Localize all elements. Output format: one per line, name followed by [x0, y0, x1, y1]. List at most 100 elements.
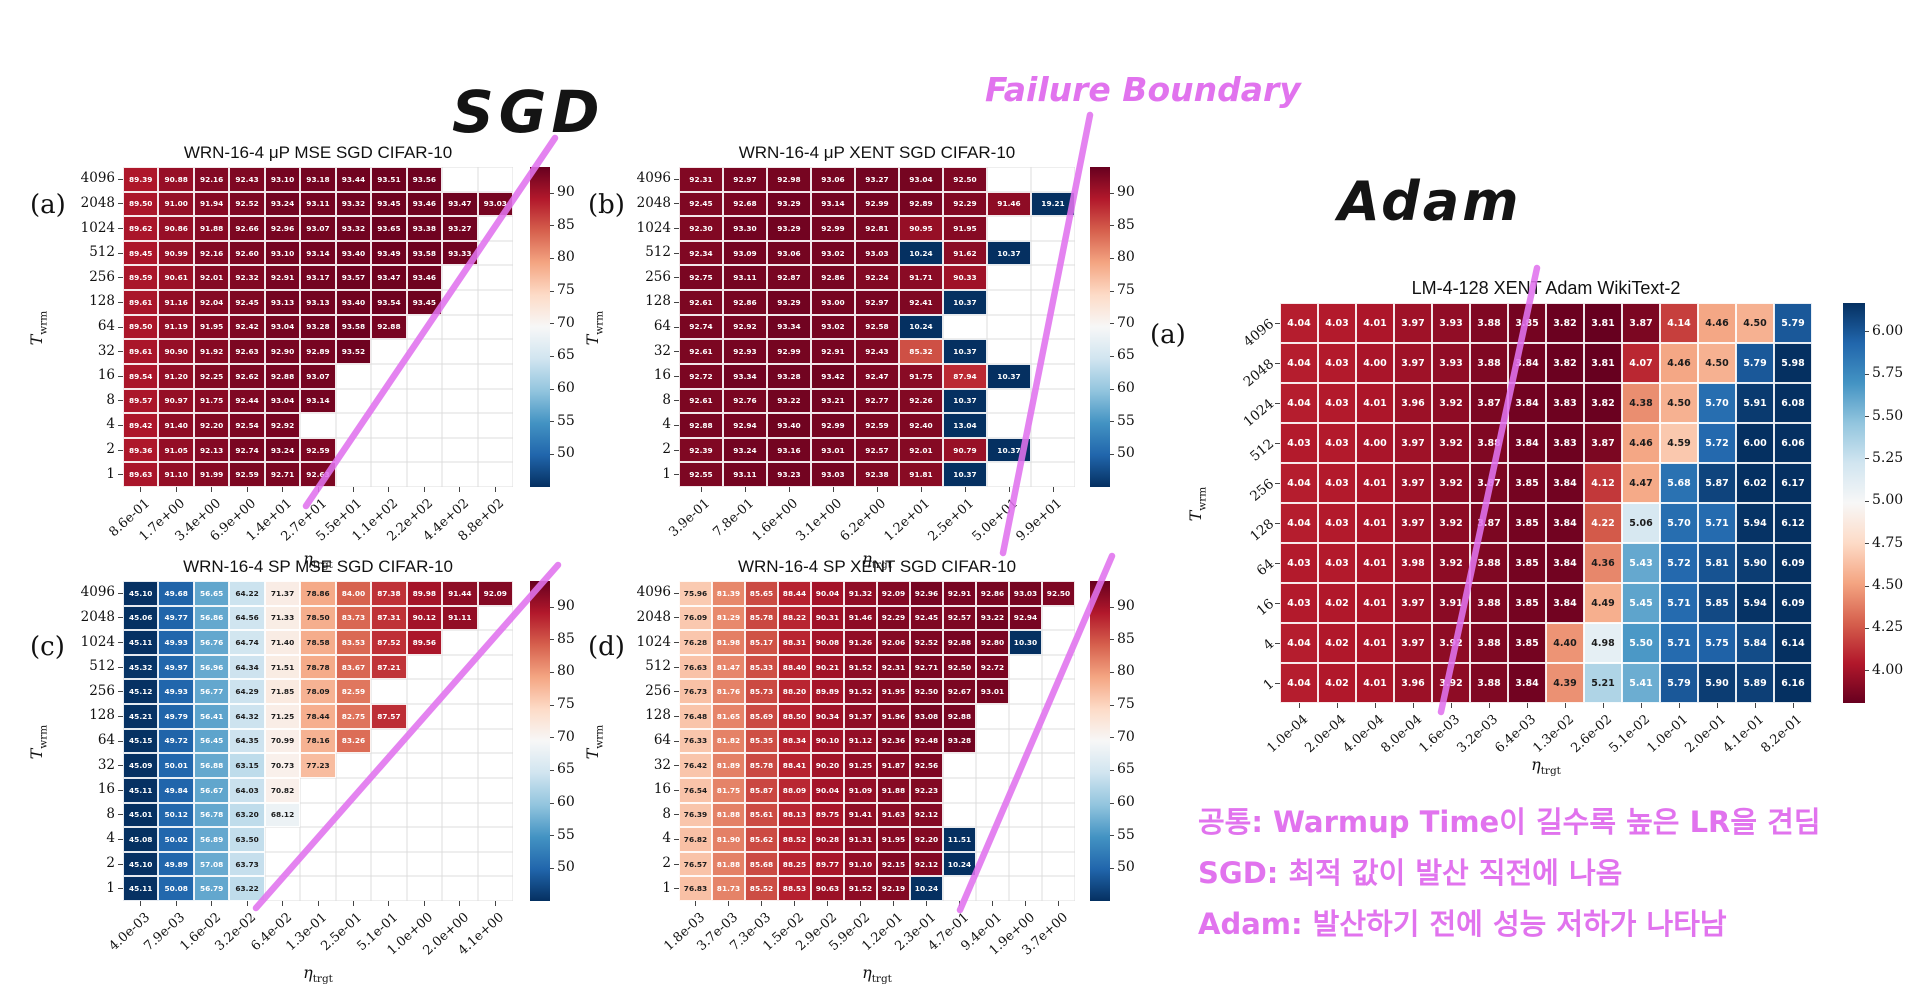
- colorbar-tick-label: 50: [557, 445, 575, 462]
- heatmap-cell: 82.59: [335, 679, 372, 705]
- y-tick-label: 256: [645, 268, 671, 285]
- colorbar-tick-label: 50: [1117, 859, 1135, 876]
- x-tick-mark: [1298, 703, 1300, 708]
- y-tick-label: 1024: [636, 633, 671, 650]
- x-tick-mark: [388, 487, 390, 492]
- heatmap-cell: 6.00: [1736, 423, 1774, 463]
- heatmap-cell: 92.12: [910, 851, 943, 877]
- heatmap-cell: 93.27: [855, 167, 899, 192]
- colorbar-tick-mark: [1110, 704, 1114, 706]
- heatmap-cell: 91.46: [844, 605, 877, 631]
- y-axis-label: Twrm: [583, 311, 605, 346]
- x-tick-mark: [920, 487, 922, 492]
- heatmap-cell: [943, 876, 976, 901]
- heatmap-cell: 3.85: [1508, 463, 1546, 503]
- heatmap-cell: 90.86: [158, 216, 194, 241]
- y-tick-mark: [674, 351, 679, 353]
- colorbar-tick-mark: [550, 802, 554, 804]
- heatmap-cell: [406, 654, 443, 680]
- heatmap-cell: 3.82: [1546, 343, 1584, 383]
- heatmap-cell: 6.09: [1774, 543, 1812, 583]
- heatmap-cell: 93.27: [442, 216, 478, 241]
- colorbar-tick-mark: [1110, 639, 1114, 641]
- colorbar-tick-mark: [550, 225, 554, 227]
- heatmap-cell: 89.59: [123, 265, 159, 291]
- heatmap-cell: 92.26: [899, 388, 943, 414]
- heatmap-cell: 92.59: [300, 437, 336, 463]
- x-tick-mark: [423, 487, 425, 492]
- t-symbol: T: [27, 748, 47, 760]
- y-tick-mark: [1275, 402, 1280, 404]
- heatmap-cell: [1009, 827, 1042, 852]
- heatmap-cell: 92.29: [877, 605, 910, 631]
- panel-adam-title: LM-4-128 XENT Adam WikiText-2: [1411, 278, 1681, 298]
- t-symbol: T: [27, 334, 47, 346]
- heatmap-cell: 87.57: [371, 704, 407, 729]
- heatmap-cell: 81.82: [712, 728, 745, 754]
- heatmap-cell: 4.01: [1356, 583, 1394, 623]
- heatmap-cell: [442, 437, 478, 463]
- y-tick-label: 128: [89, 293, 115, 310]
- colorbar-tick-mark: [550, 192, 554, 194]
- heatmap-cell: 49.68: [158, 581, 194, 606]
- heatmap-cell: 92.74: [679, 314, 723, 340]
- heatmap-cell: 3.87: [1584, 423, 1622, 463]
- heatmap-cell: 92.99: [855, 191, 899, 217]
- y-tick-label: 4: [662, 830, 671, 847]
- heatmap-cell: 93.45: [371, 191, 407, 217]
- heatmap-cell: 92.48: [910, 728, 943, 754]
- heatmap-cell: 56.79: [193, 876, 230, 901]
- heatmap-cell: 89.54: [123, 363, 159, 389]
- colorbar-tick-label: 75: [557, 696, 575, 713]
- heatmap-cell: 70.73: [264, 753, 301, 778]
- heatmap-cell: 90.12: [406, 605, 443, 631]
- heatmap-cell: 92.88: [943, 704, 976, 729]
- heatmap-cell: 5.71: [1660, 583, 1698, 623]
- heatmap-cell: 4.50: [1736, 303, 1774, 343]
- heatmap-cell: 49.84: [158, 777, 194, 803]
- heatmap-cell: [406, 462, 443, 487]
- heatmap-cell: 4.00: [1356, 423, 1394, 463]
- y-tick-mark: [118, 301, 123, 303]
- heatmap-cell: 6.16: [1774, 663, 1812, 703]
- heatmap-cell: 93.40: [335, 240, 372, 266]
- heatmap-cell: [477, 851, 513, 877]
- heatmap-cell: 93.51: [371, 167, 407, 192]
- heatmap-cell: [371, 851, 407, 877]
- heatmap-cell: 93.29: [767, 191, 811, 217]
- heatmap-cell: 3.81: [1584, 343, 1622, 383]
- x-tick-mark: [317, 901, 319, 906]
- heatmap-cell: [1031, 216, 1075, 241]
- colorbar-tick-label: 75: [1117, 696, 1135, 713]
- y-tick-label: 8: [106, 805, 115, 822]
- heatmap-cell: 92.89: [300, 339, 336, 364]
- heatmap-cell: 89.50: [123, 191, 159, 217]
- heatmap-cell: [300, 851, 336, 877]
- y-tick-mark: [118, 715, 123, 717]
- heatmap-cell: 93.32: [335, 191, 372, 217]
- x-tick-mark: [423, 901, 425, 906]
- y-tick-mark: [674, 715, 679, 717]
- x-tick-mark: [459, 901, 461, 906]
- heatmap-cell: 64.34: [229, 654, 265, 680]
- heatmap-cell: 50.12: [158, 802, 194, 828]
- heatmap-cell: 4.01: [1356, 503, 1394, 543]
- panel-c-letter: (c): [30, 632, 65, 662]
- heatmap-cell: 71.40: [264, 630, 301, 655]
- heatmap-cell: 4.04: [1280, 343, 1318, 383]
- heatmap-cell: 93.52: [335, 339, 372, 364]
- colorbar-tick-label: 5.75: [1872, 365, 1904, 382]
- y-tick-label: 512: [645, 244, 671, 261]
- heatmap-cell: [335, 876, 372, 901]
- heatmap-cell: 92.86: [723, 290, 767, 315]
- heatmap-cell: 81.29: [712, 605, 745, 631]
- heatmap-cell: 3.92: [1432, 463, 1470, 503]
- heatmap-cell: 93.33: [442, 240, 478, 266]
- heatmap-cell: 92.45: [229, 290, 265, 315]
- colorbar-tick-label: 85: [557, 630, 575, 647]
- y-tick-mark: [1275, 322, 1280, 324]
- heatmap-cell: [477, 654, 513, 680]
- heatmap-cell: 5.79: [1774, 303, 1812, 343]
- y-tick-mark: [674, 252, 679, 254]
- heatmap-cell: 92.77: [855, 388, 899, 414]
